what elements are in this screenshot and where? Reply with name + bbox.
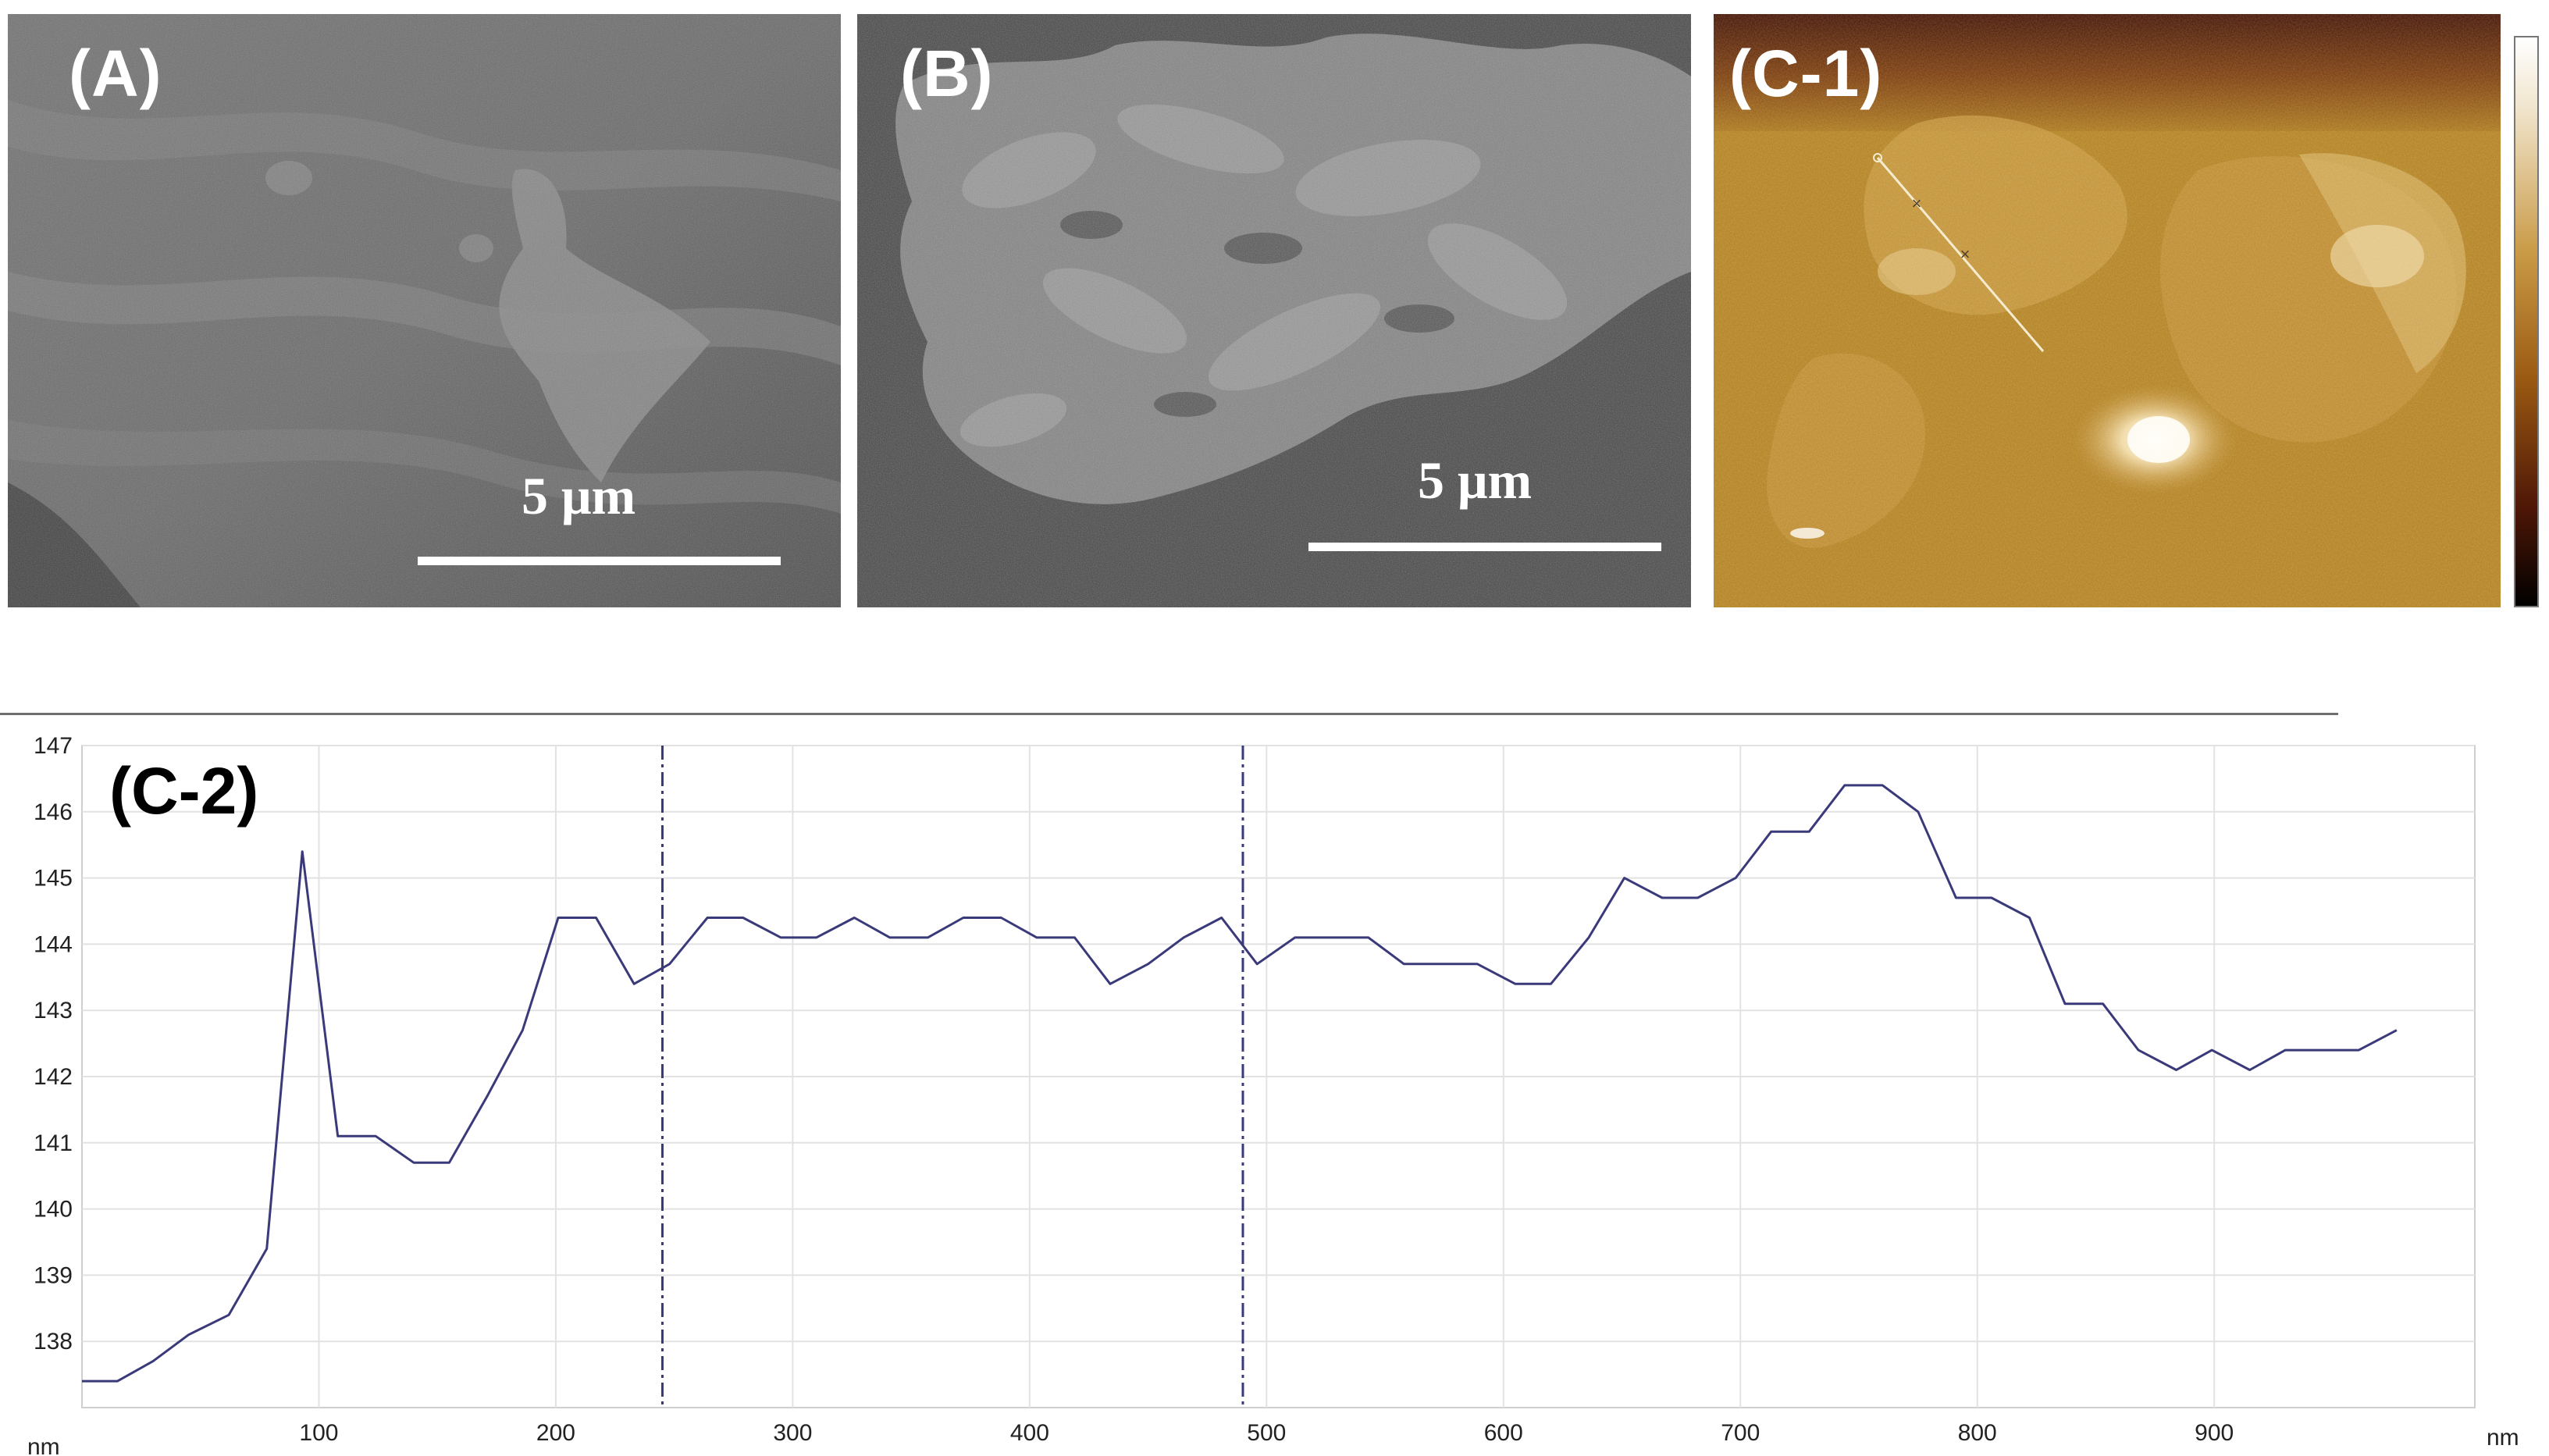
y-tick-label: 142 — [34, 1064, 73, 1090]
x-tick-label: 300 — [773, 1420, 812, 1446]
x-tick-label: 800 — [1958, 1420, 1997, 1446]
sem-image-b: (B) 5 μm — [857, 14, 1691, 607]
y-tick-label: 139 — [34, 1262, 73, 1288]
y-tick-label: 141 — [34, 1130, 73, 1156]
profile-line — [82, 784, 2398, 1383]
x-tick-label: 100 — [299, 1420, 338, 1446]
scale-bar-label-a: 5 μm — [522, 466, 636, 525]
top-divider — [0, 713, 2338, 715]
height-profile-panel: 138 139 140 141 142 143 144 145 146 147 100 200 300 4… — [0, 707, 2549, 1456]
x-axis-label: nm — [2487, 1425, 2519, 1451]
panel-label-b: (B) — [900, 37, 994, 110]
panel-label-c1: (C-1) — [1729, 37, 1883, 110]
y-tick-label: 145 — [34, 866, 73, 892]
y-tick-label: 140 — [34, 1197, 73, 1223]
panel-label-a: (A) — [69, 37, 162, 110]
x-tick-label: 500 — [1247, 1420, 1286, 1446]
height-colorbar — [2514, 36, 2539, 607]
height-profile-chart: 138 139 140 141 142 143 144 145 146 147 100 200 300 4… — [27, 733, 2519, 1456]
y-tick-label: 144 — [34, 931, 73, 957]
sem-texture-a — [8, 14, 841, 607]
scale-bar-a — [418, 557, 781, 565]
y-tick-label: 146 — [34, 799, 73, 825]
afm-image-c1: × × (C-1) — [1714, 14, 2501, 607]
x-tick-label: 400 — [1010, 1420, 1049, 1446]
x-tick-label: 900 — [2195, 1420, 2234, 1446]
x-tick-label: 200 — [536, 1420, 575, 1446]
y-axis-label: nm — [27, 1434, 60, 1456]
y-tick-label: 147 — [34, 733, 73, 759]
afm-texture-c1: × × — [1714, 14, 2501, 607]
scale-bar-b — [1308, 543, 1661, 551]
sem-texture-b — [857, 14, 1691, 607]
x-tick-label: 600 — [1484, 1420, 1523, 1446]
scale-bar-label-b: 5 μm — [1418, 450, 1533, 510]
x-tick-label: 700 — [1721, 1420, 1760, 1446]
panel-label-c2: (C-2) — [109, 754, 259, 828]
y-tick-label: 138 — [34, 1329, 73, 1355]
y-tick-label: 143 — [34, 998, 73, 1023]
sem-image-a: (A) 5 μm — [8, 14, 841, 607]
